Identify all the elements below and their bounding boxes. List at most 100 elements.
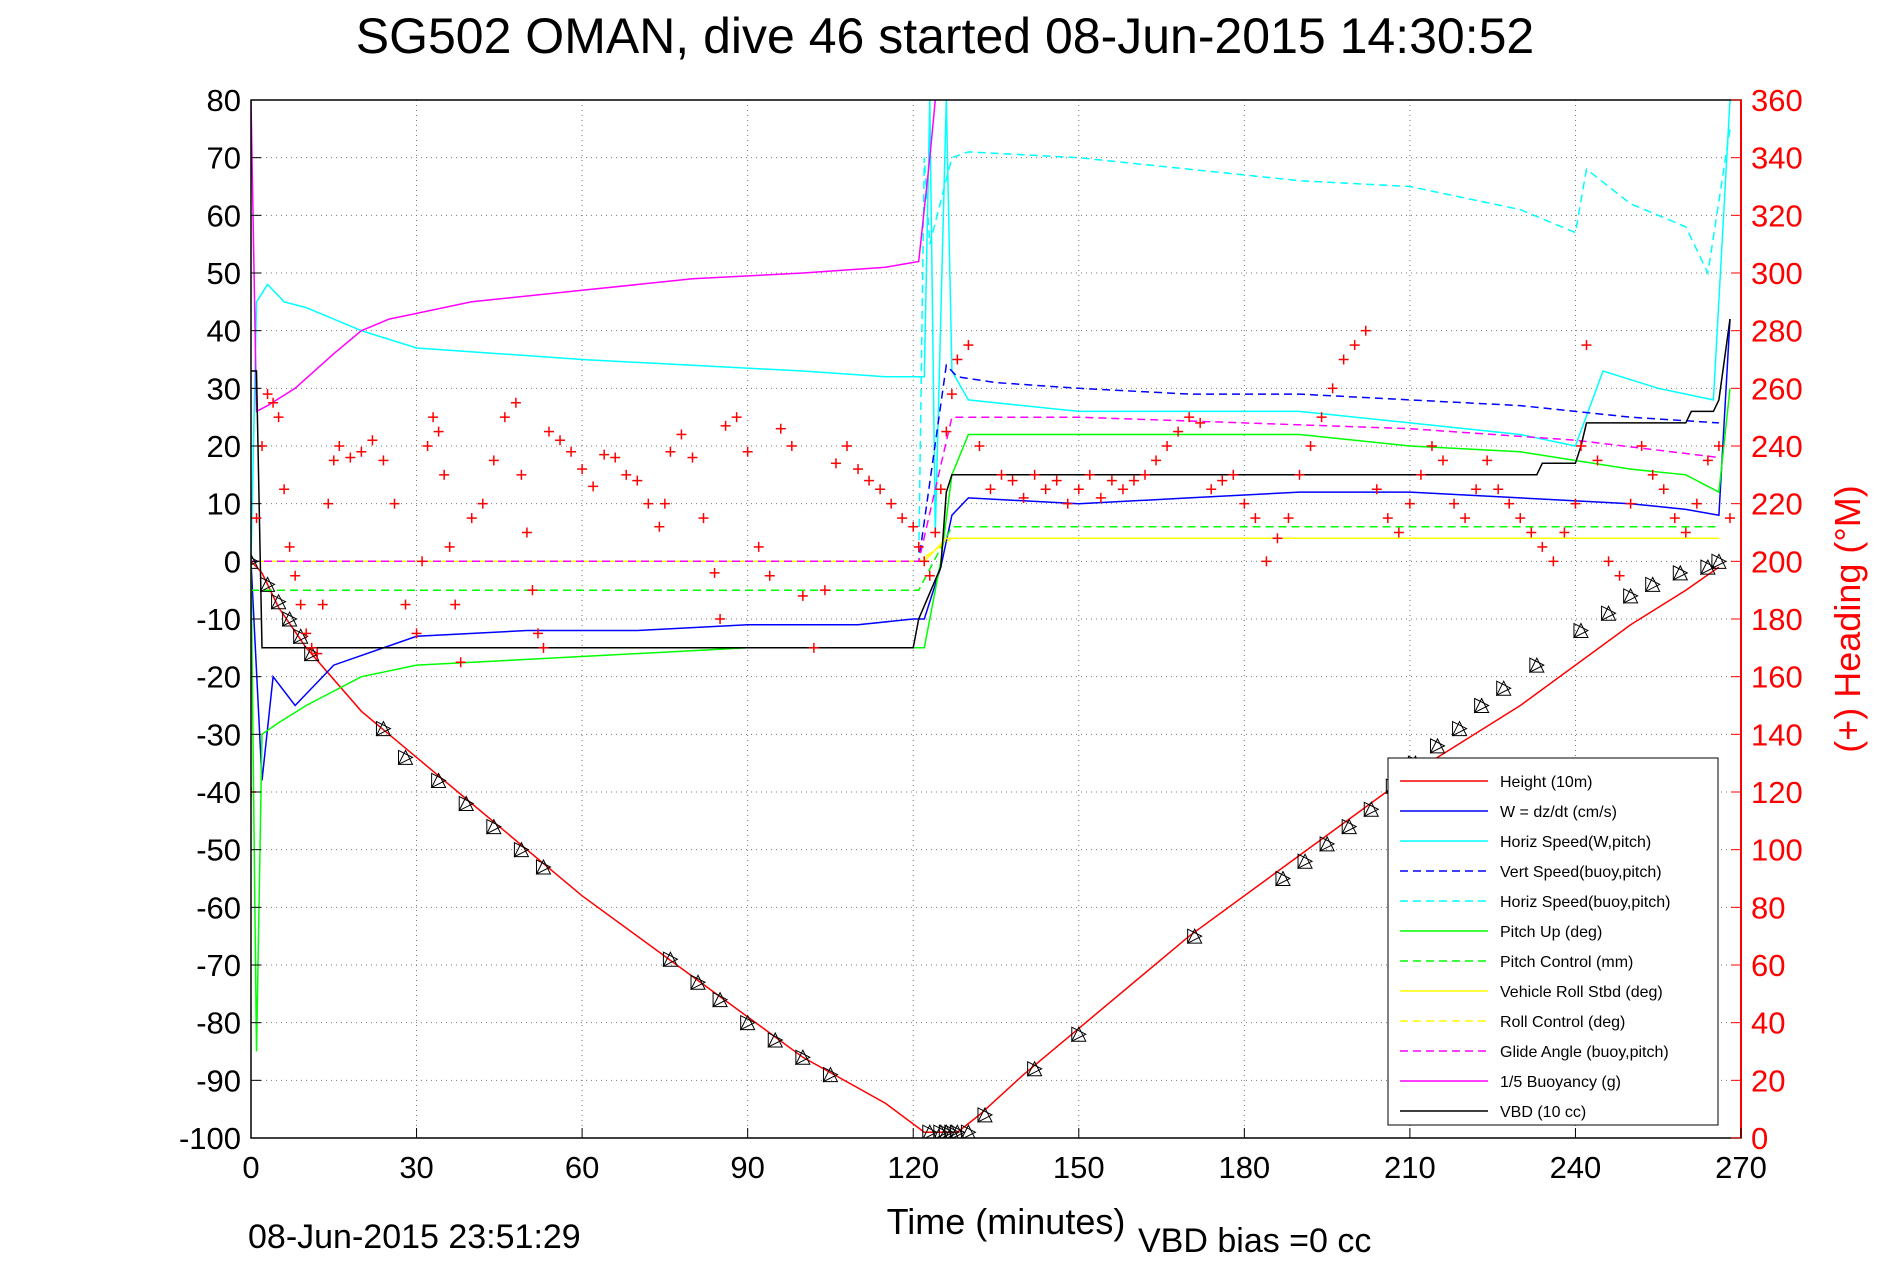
heading-point — [1669, 513, 1680, 524]
heading-point — [853, 464, 864, 475]
series-line-w-dz-dt-cm-s — [251, 319, 1731, 781]
y-axis-right: 0 20 40 60 80 100 120 140 160 180 200 220 240 260 280 3… — [1731, 83, 1803, 1156]
height-marker — [1451, 720, 1468, 737]
height-marker-right — [960, 1124, 977, 1138]
heading-point — [555, 435, 566, 446]
y-right-tick-label: 300 — [1751, 256, 1803, 291]
heading-point — [1173, 426, 1184, 437]
heading-point — [963, 340, 974, 351]
heading-point — [334, 441, 345, 451]
height-marker-up — [939, 1124, 954, 1138]
chart-title: SG502 OMAN, dive 46 started 08-Jun-2015 … — [356, 8, 1535, 64]
height-marker — [535, 858, 552, 875]
heading-point — [356, 446, 367, 457]
height-marker-up — [375, 720, 392, 737]
y-left-tick-label: 50 — [207, 256, 241, 291]
heading-point — [516, 469, 527, 480]
height-marker-up — [1275, 870, 1291, 886]
heading-point — [588, 481, 599, 492]
heading-point — [411, 628, 422, 639]
height-marker-right — [1341, 818, 1358, 835]
heading-point — [808, 642, 819, 653]
y-axis-right-label: (+) Heading (°M) — [1827, 485, 1868, 752]
heading-point — [544, 426, 554, 437]
height-marker-right — [458, 795, 475, 812]
heading-point — [1162, 441, 1173, 451]
height-marker-right — [1672, 565, 1689, 581]
heading-point — [510, 397, 521, 408]
heading-point — [830, 458, 841, 469]
y-left-tick-label: 0 — [224, 544, 241, 579]
heading-point — [875, 484, 886, 495]
height-marker-up — [739, 1014, 756, 1031]
y-left-tick-label: 20 — [207, 429, 241, 464]
heading-point — [389, 498, 400, 509]
height-marker — [1529, 657, 1545, 673]
height-marker-up — [292, 628, 309, 644]
heading-point — [1625, 498, 1636, 509]
height-marker — [486, 818, 502, 835]
y-right-tick-label: 40 — [1751, 1006, 1785, 1041]
series-line-pitch-control-mm — [251, 525, 1719, 591]
y-left-tick-label: -80 — [196, 1006, 241, 1041]
footer-timestamp: 08-Jun-2015 23:51:29 — [248, 1218, 581, 1256]
legend: Height (10m) W = dz/dt (cm/s) Horiz Speed(… — [1387, 757, 1719, 1126]
heading-point — [1029, 469, 1040, 480]
heading-point — [262, 389, 273, 400]
heading-point — [251, 513, 262, 524]
height-marker-up — [961, 1124, 976, 1138]
height-marker-right — [1474, 697, 1490, 714]
height-marker — [1644, 576, 1661, 593]
y-left-tick-label: -30 — [196, 717, 241, 752]
heading-point — [654, 521, 665, 532]
height-marker-up — [281, 610, 298, 627]
height-marker-up — [933, 1124, 948, 1138]
heading-point — [731, 412, 742, 423]
height-marker-right — [1711, 553, 1728, 570]
heading-point — [1349, 340, 1360, 351]
heading-point — [1294, 469, 1305, 480]
heading-point — [935, 484, 946, 495]
heading-point — [499, 412, 510, 423]
height-marker — [375, 720, 392, 737]
heading-point — [930, 527, 941, 538]
heading-point — [919, 556, 930, 567]
y-left-tick-label: -60 — [196, 890, 241, 925]
heading-point — [301, 628, 312, 639]
heading-point — [577, 464, 588, 475]
heading-point — [886, 498, 897, 509]
legend-label: 1/5 Buoyancy (g) — [1500, 1074, 1621, 1091]
height-marker-up — [1026, 1060, 1043, 1077]
y-left-tick-label: -40 — [196, 775, 241, 810]
height-marker-right — [398, 749, 414, 766]
heading-point — [1228, 469, 1239, 480]
y-axis-left: -100-90-80-70-60-50-40-30-20-10010203040… — [179, 83, 261, 1156]
heading-point — [323, 498, 334, 509]
height-marker — [977, 1106, 994, 1123]
height-marker — [1070, 1026, 1087, 1043]
height-marker-up — [1495, 680, 1512, 696]
height-marker — [739, 1014, 756, 1031]
legend-label: Roll Control (deg) — [1500, 1014, 1625, 1031]
height-marker-up — [795, 1049, 811, 1065]
heading-point — [279, 484, 290, 495]
height-marker — [1600, 605, 1617, 622]
heading-point — [455, 657, 466, 668]
heading-point — [444, 541, 455, 552]
heading-point — [819, 585, 830, 596]
y-right-tick-label: 180 — [1751, 602, 1803, 637]
y-left-tick-label: 80 — [207, 83, 241, 118]
height-marker-up — [690, 974, 706, 990]
height-marker-right — [1297, 853, 1314, 870]
heading-point — [621, 469, 632, 480]
heading-point — [1250, 513, 1261, 524]
x-tick-label: 180 — [1218, 1150, 1270, 1185]
series-line-vert-speed-buoy-pitch — [251, 363, 1719, 563]
height-marker — [1341, 818, 1358, 835]
height-marker — [822, 1066, 839, 1083]
height-marker-up — [977, 1106, 993, 1123]
series-line-pitch-up-deg — [251, 388, 1731, 1052]
heading-point — [753, 541, 764, 552]
y-right-tick-label: 160 — [1751, 660, 1803, 695]
heading-point — [1426, 441, 1437, 451]
